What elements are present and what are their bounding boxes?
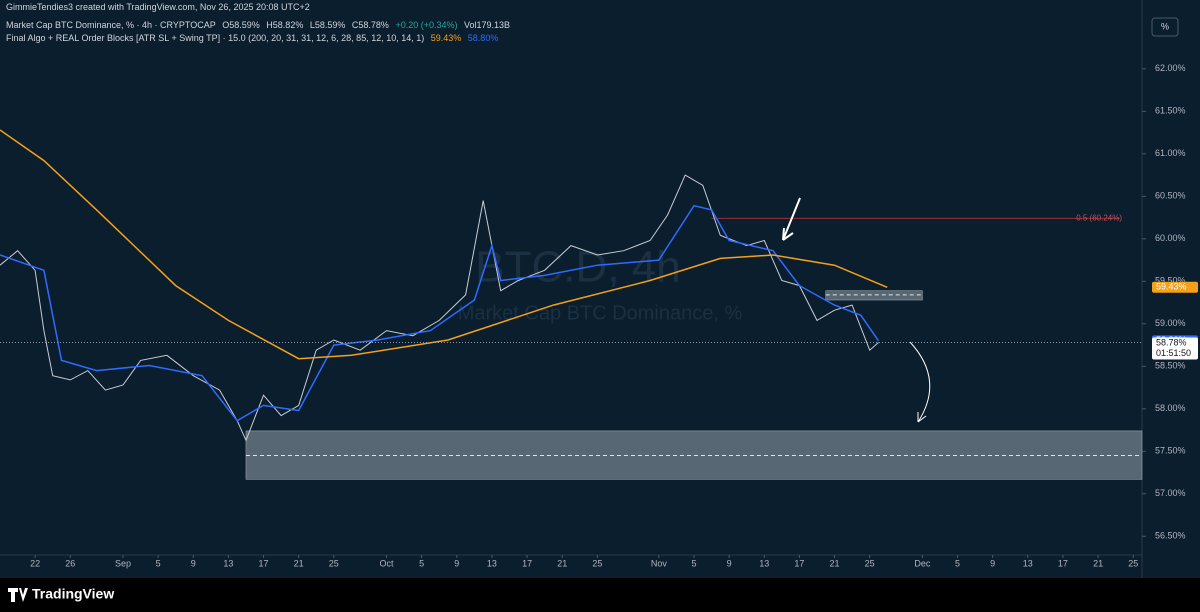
x-tick-label: 9 [990, 558, 995, 568]
watermark: Market Cap BTC Dominance, % [458, 302, 743, 324]
low: L58.59% [309, 20, 346, 30]
y-tick-label: 62.00% [1155, 63, 1186, 73]
x-tick-label: 5 [955, 558, 960, 568]
series-line [0, 174, 879, 442]
x-tick-label: 26 [65, 558, 75, 568]
arrow [909, 341, 931, 423]
y-tick-label: 57.00% [1155, 488, 1186, 498]
series-line [0, 129, 888, 360]
y-tick-label: 59.00% [1155, 318, 1186, 328]
close: C58.78% [351, 20, 389, 30]
x-tick-label: 25 [592, 558, 602, 568]
x-tick-label: 17 [1058, 558, 1068, 568]
y-tick-label: 61.00% [1155, 148, 1186, 158]
symbol: Market Cap BTC Dominance, % · 4h · CRYPT… [6, 20, 216, 30]
x-tick-label: 25 [329, 558, 339, 568]
x-tick-label: 5 [156, 558, 161, 568]
x-tick-label: Nov [651, 558, 668, 568]
x-tick-label: 17 [522, 558, 532, 568]
x-tick-label: 25 [865, 558, 875, 568]
open: O58.59% [222, 20, 260, 30]
series-line [0, 204, 880, 422]
x-tick-label: Sep [115, 558, 131, 568]
credit: GimmieTendies3 created with TradingView.… [6, 2, 314, 12]
indicator: Final Algo + REAL Order Blocks [ATR SL +… [6, 33, 425, 43]
x-tick-label: 17 [794, 558, 804, 568]
arrow [782, 197, 801, 241]
scale-button-label[interactable]: % [1161, 21, 1169, 31]
change: +0.20 (+0.34%) [395, 20, 458, 30]
y-tick-label: 61.50% [1155, 106, 1186, 116]
x-tick-label: 5 [419, 558, 424, 568]
x-tick-label: 13 [223, 558, 233, 568]
y-tick-label: 56.50% [1155, 531, 1186, 541]
plot: 56.50% 57.00% 57.50% 58.00% 58.50% 59.00% 59.5… [0, 63, 1198, 568]
footer-bar [0, 578, 1200, 612]
logo: TradingView [32, 586, 114, 602]
price-label-bg [1152, 337, 1198, 360]
x-tick-label: 22 [30, 558, 40, 568]
indicator-row: Final Algo + REAL Order Blocks [ATR SL +… [6, 33, 502, 43]
y-tick-label: 59.50% [1155, 276, 1186, 286]
logo-icon [8, 588, 28, 602]
indicator-value: 59.43% [430, 33, 462, 43]
price-label: 59.43% [1156, 282, 1187, 292]
x-tick-label: 13 [487, 558, 497, 568]
high: H58.82% [266, 20, 304, 30]
scale-button[interactable] [1151, 17, 1179, 37]
x-tick-label: 13 [759, 558, 769, 568]
y-tick-label: 60.50% [1155, 191, 1186, 201]
watermark: BTC.D, 4h [475, 243, 680, 292]
x-tick-label: Dec [914, 558, 931, 568]
x-tick-label: 17 [259, 558, 269, 568]
x-tick-label: 5 [691, 558, 696, 568]
volume: Vol179.13B [464, 20, 511, 30]
price-label-bg [1152, 281, 1198, 293]
indicator-value: 58.80% [467, 33, 499, 43]
x-tick-label: 13 [1023, 558, 1033, 568]
x-tick-label: 21 [1093, 558, 1103, 568]
x-tick-label: Oct [380, 558, 395, 568]
fib-label: 0.5 (60.24%) [1076, 214, 1122, 223]
symbol-row: Market Cap BTC Dominance, % · 4h · CRYPT… [6, 20, 514, 30]
x-tick-label: 21 [830, 558, 840, 568]
x-tick-label: 9 [191, 558, 196, 568]
x-tick-label: 21 [557, 558, 567, 568]
credit-text: GimmieTendies3 created with TradingView.… [6, 2, 310, 12]
y-tick-label: 57.50% [1155, 446, 1186, 456]
y-tick-label: 58.50% [1155, 361, 1186, 371]
price-label: 58.78% [1156, 337, 1187, 347]
x-tick-label: 25 [1128, 558, 1138, 568]
x-tick-label: 9 [727, 558, 732, 568]
y-tick-label: 58.00% [1155, 403, 1186, 413]
x-tick-label: 21 [294, 558, 304, 568]
x-tick-label: 9 [454, 558, 459, 568]
countdown: 01:51:50 [1156, 348, 1191, 358]
y-tick-label: 60.00% [1155, 233, 1186, 243]
